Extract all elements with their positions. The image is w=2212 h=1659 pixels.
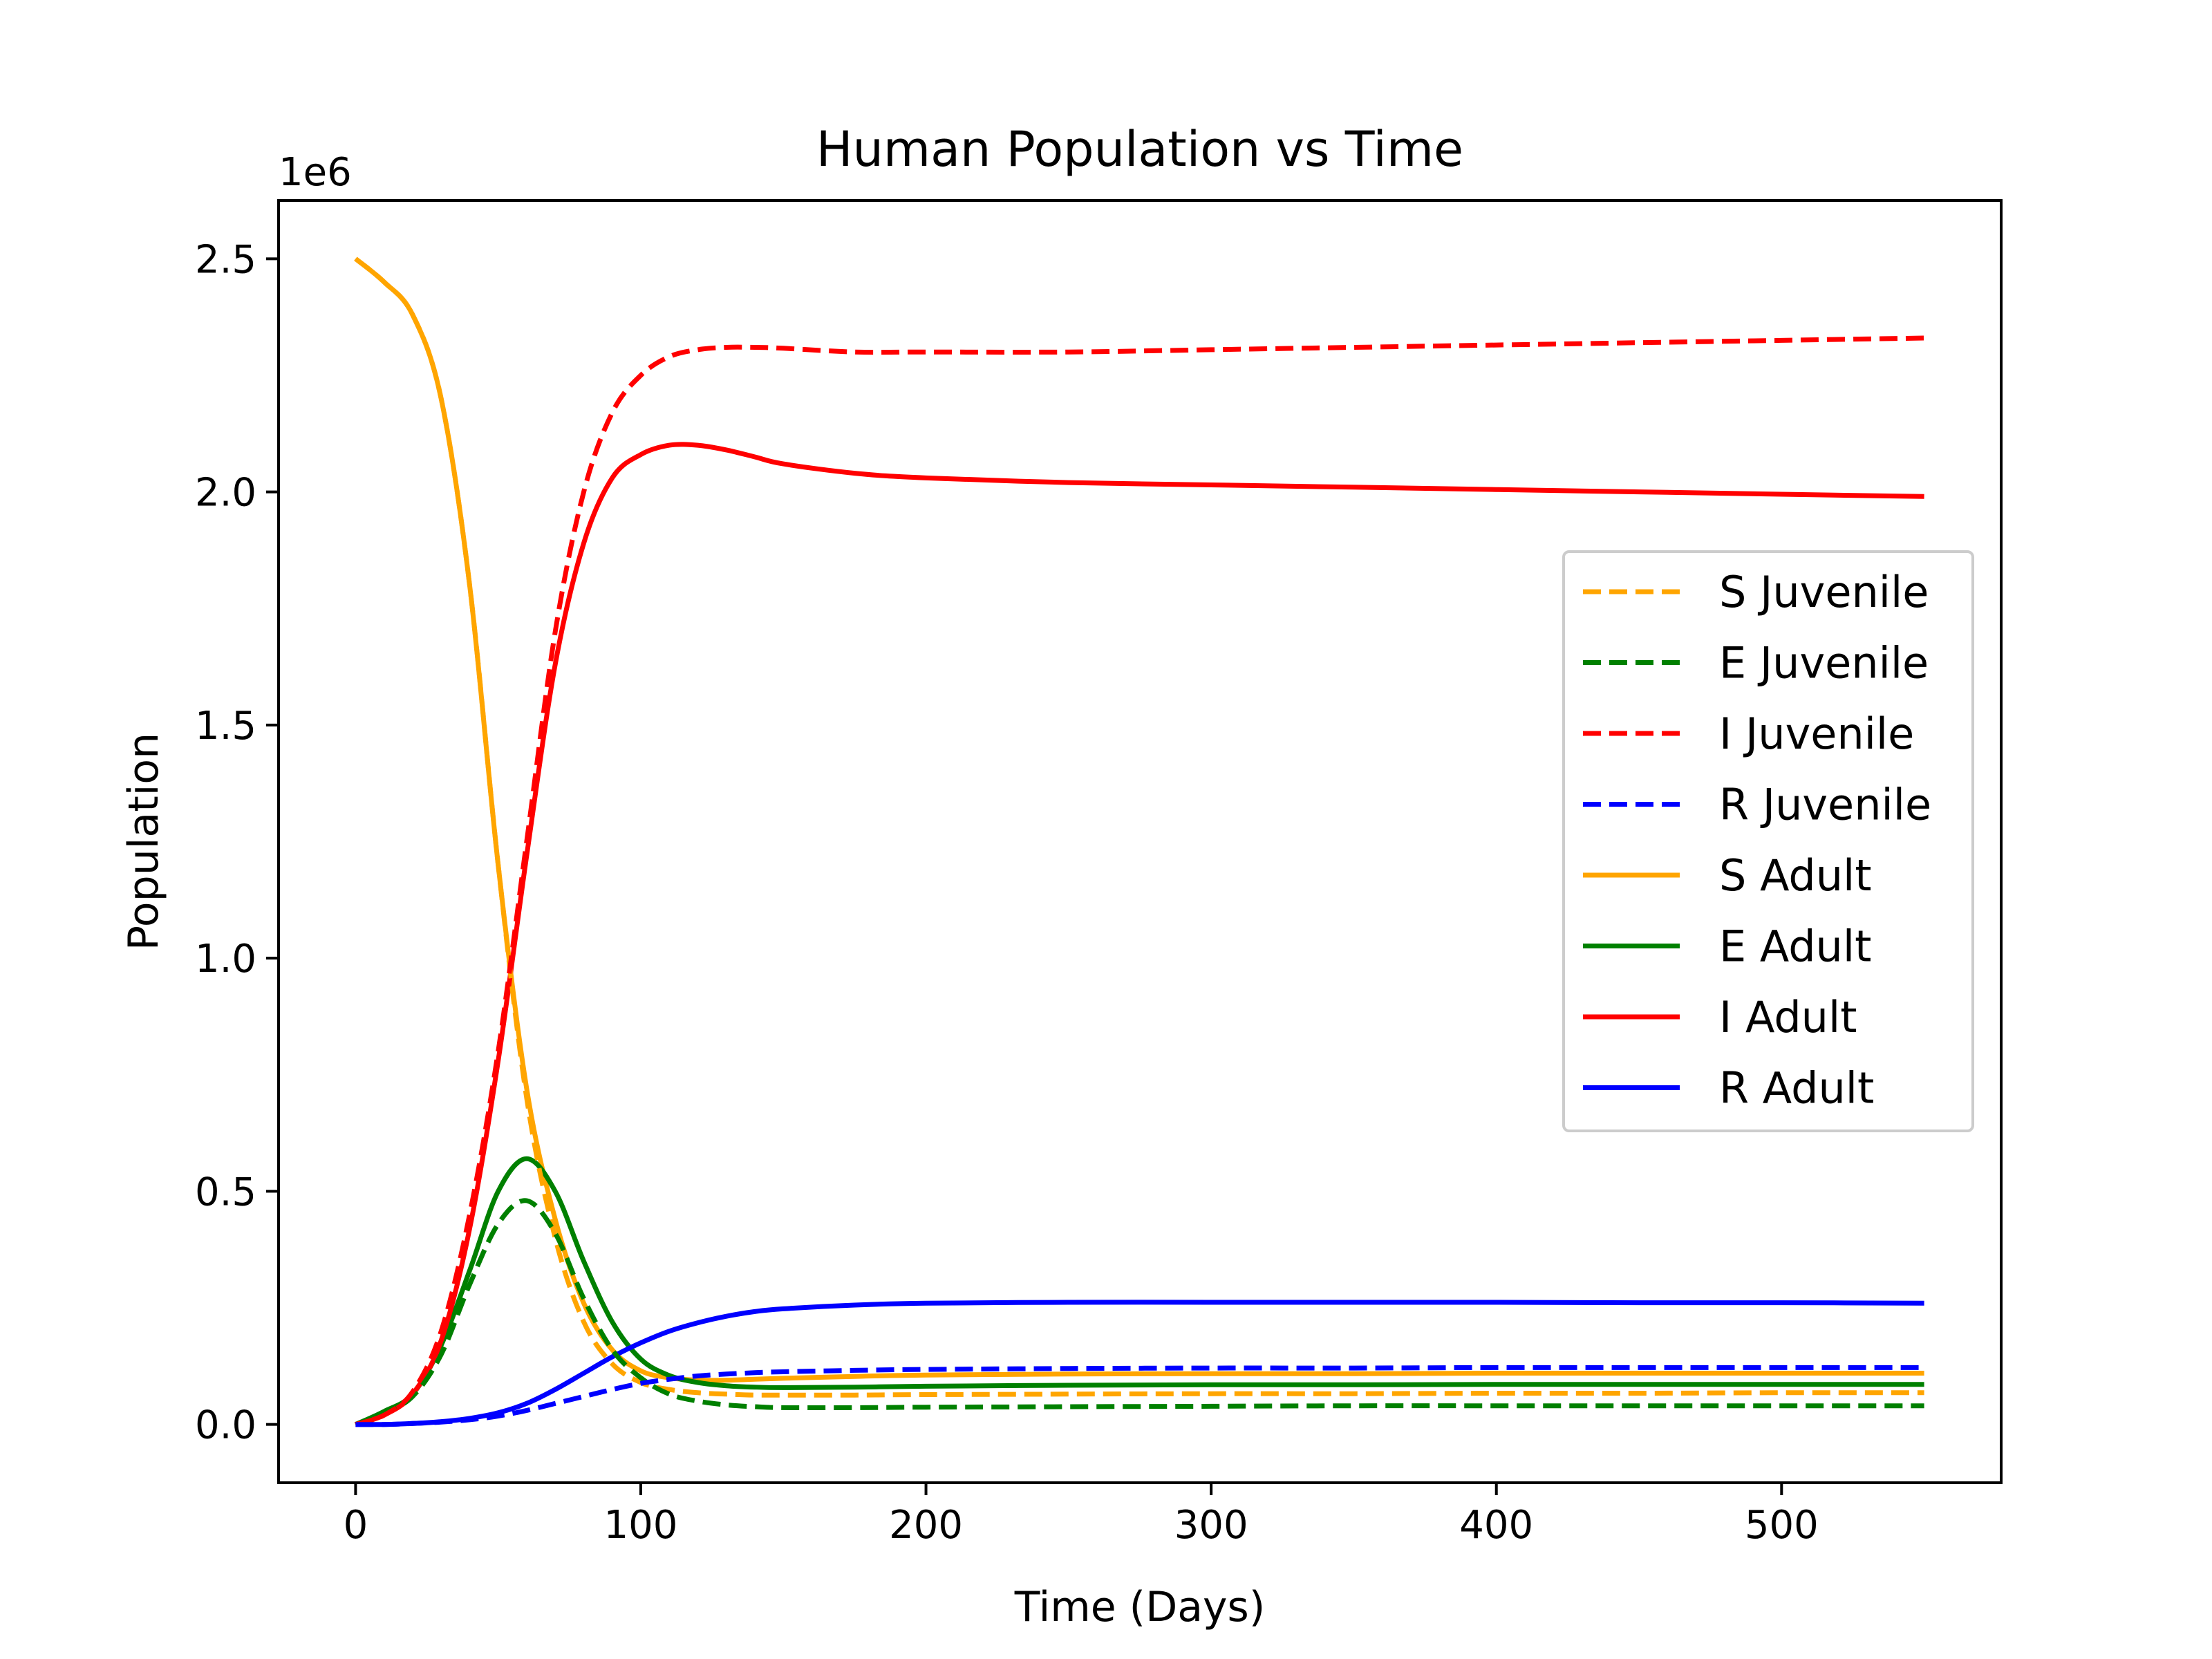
series-group: [354, 256, 1924, 1427]
x-tick-label: 200: [889, 1503, 963, 1548]
legend-label-r-adult: R Adult: [1719, 1063, 1874, 1114]
series-line-e-adult: [354, 1156, 1924, 1427]
chart-title: Human Population vs Time: [816, 121, 1463, 178]
series-line-s-adult: [354, 256, 1924, 1383]
x-tick-label: 100: [604, 1503, 678, 1548]
x-tick-label: 500: [1745, 1503, 1819, 1548]
y-tick-label: 2.5: [195, 237, 256, 282]
legend-label-s-adult: S Adult: [1719, 850, 1872, 901]
y-tick-label: 2.0: [195, 471, 256, 516]
series-line-r-juvenile: [355, 1365, 1924, 1427]
y-tick-label: 0.0: [195, 1403, 256, 1448]
y-offset-label: 1e6: [279, 150, 352, 195]
x-tick-label: 300: [1174, 1503, 1248, 1548]
legend: S Juvenile E Juvenile I Juvenile R Juvenile…: [1562, 550, 1974, 1132]
legend-label-e-juvenile: E Juvenile: [1719, 638, 1929, 688]
y-tick-label: 1.5: [195, 704, 256, 749]
legend-label-i-adult: I Adult: [1719, 992, 1857, 1042]
series-line-e-juvenile: [355, 1198, 1924, 1427]
legend-label-e-adult: E Adult: [1719, 921, 1871, 972]
x-tick-label: 0: [344, 1503, 368, 1548]
legend-box: [1562, 550, 1974, 1132]
legend-label-r-juvenile: R Juvenile: [1719, 780, 1931, 830]
y-tick-label: 0.5: [195, 1170, 256, 1215]
plot-frame: [277, 199, 2003, 1484]
series-line-i-juvenile: [355, 335, 1924, 1427]
legend-label-i-juvenile: I Juvenile: [1719, 709, 1914, 759]
y-axis-label: Population: [120, 733, 168, 950]
plot-layer: 0 100 200 300 400 500 0.0 0.5 1.0 1.5 2.0 2.5 S Juve…: [195, 199, 2003, 1548]
x-axis-label: Time (Days): [1014, 1583, 1265, 1631]
legend-label-s-juvenile: S Juvenile: [1719, 567, 1929, 617]
x-tick-label: 400: [1459, 1503, 1533, 1548]
y-tick-label: 1.0: [195, 937, 256, 982]
series-line-r-adult: [355, 1300, 1924, 1427]
